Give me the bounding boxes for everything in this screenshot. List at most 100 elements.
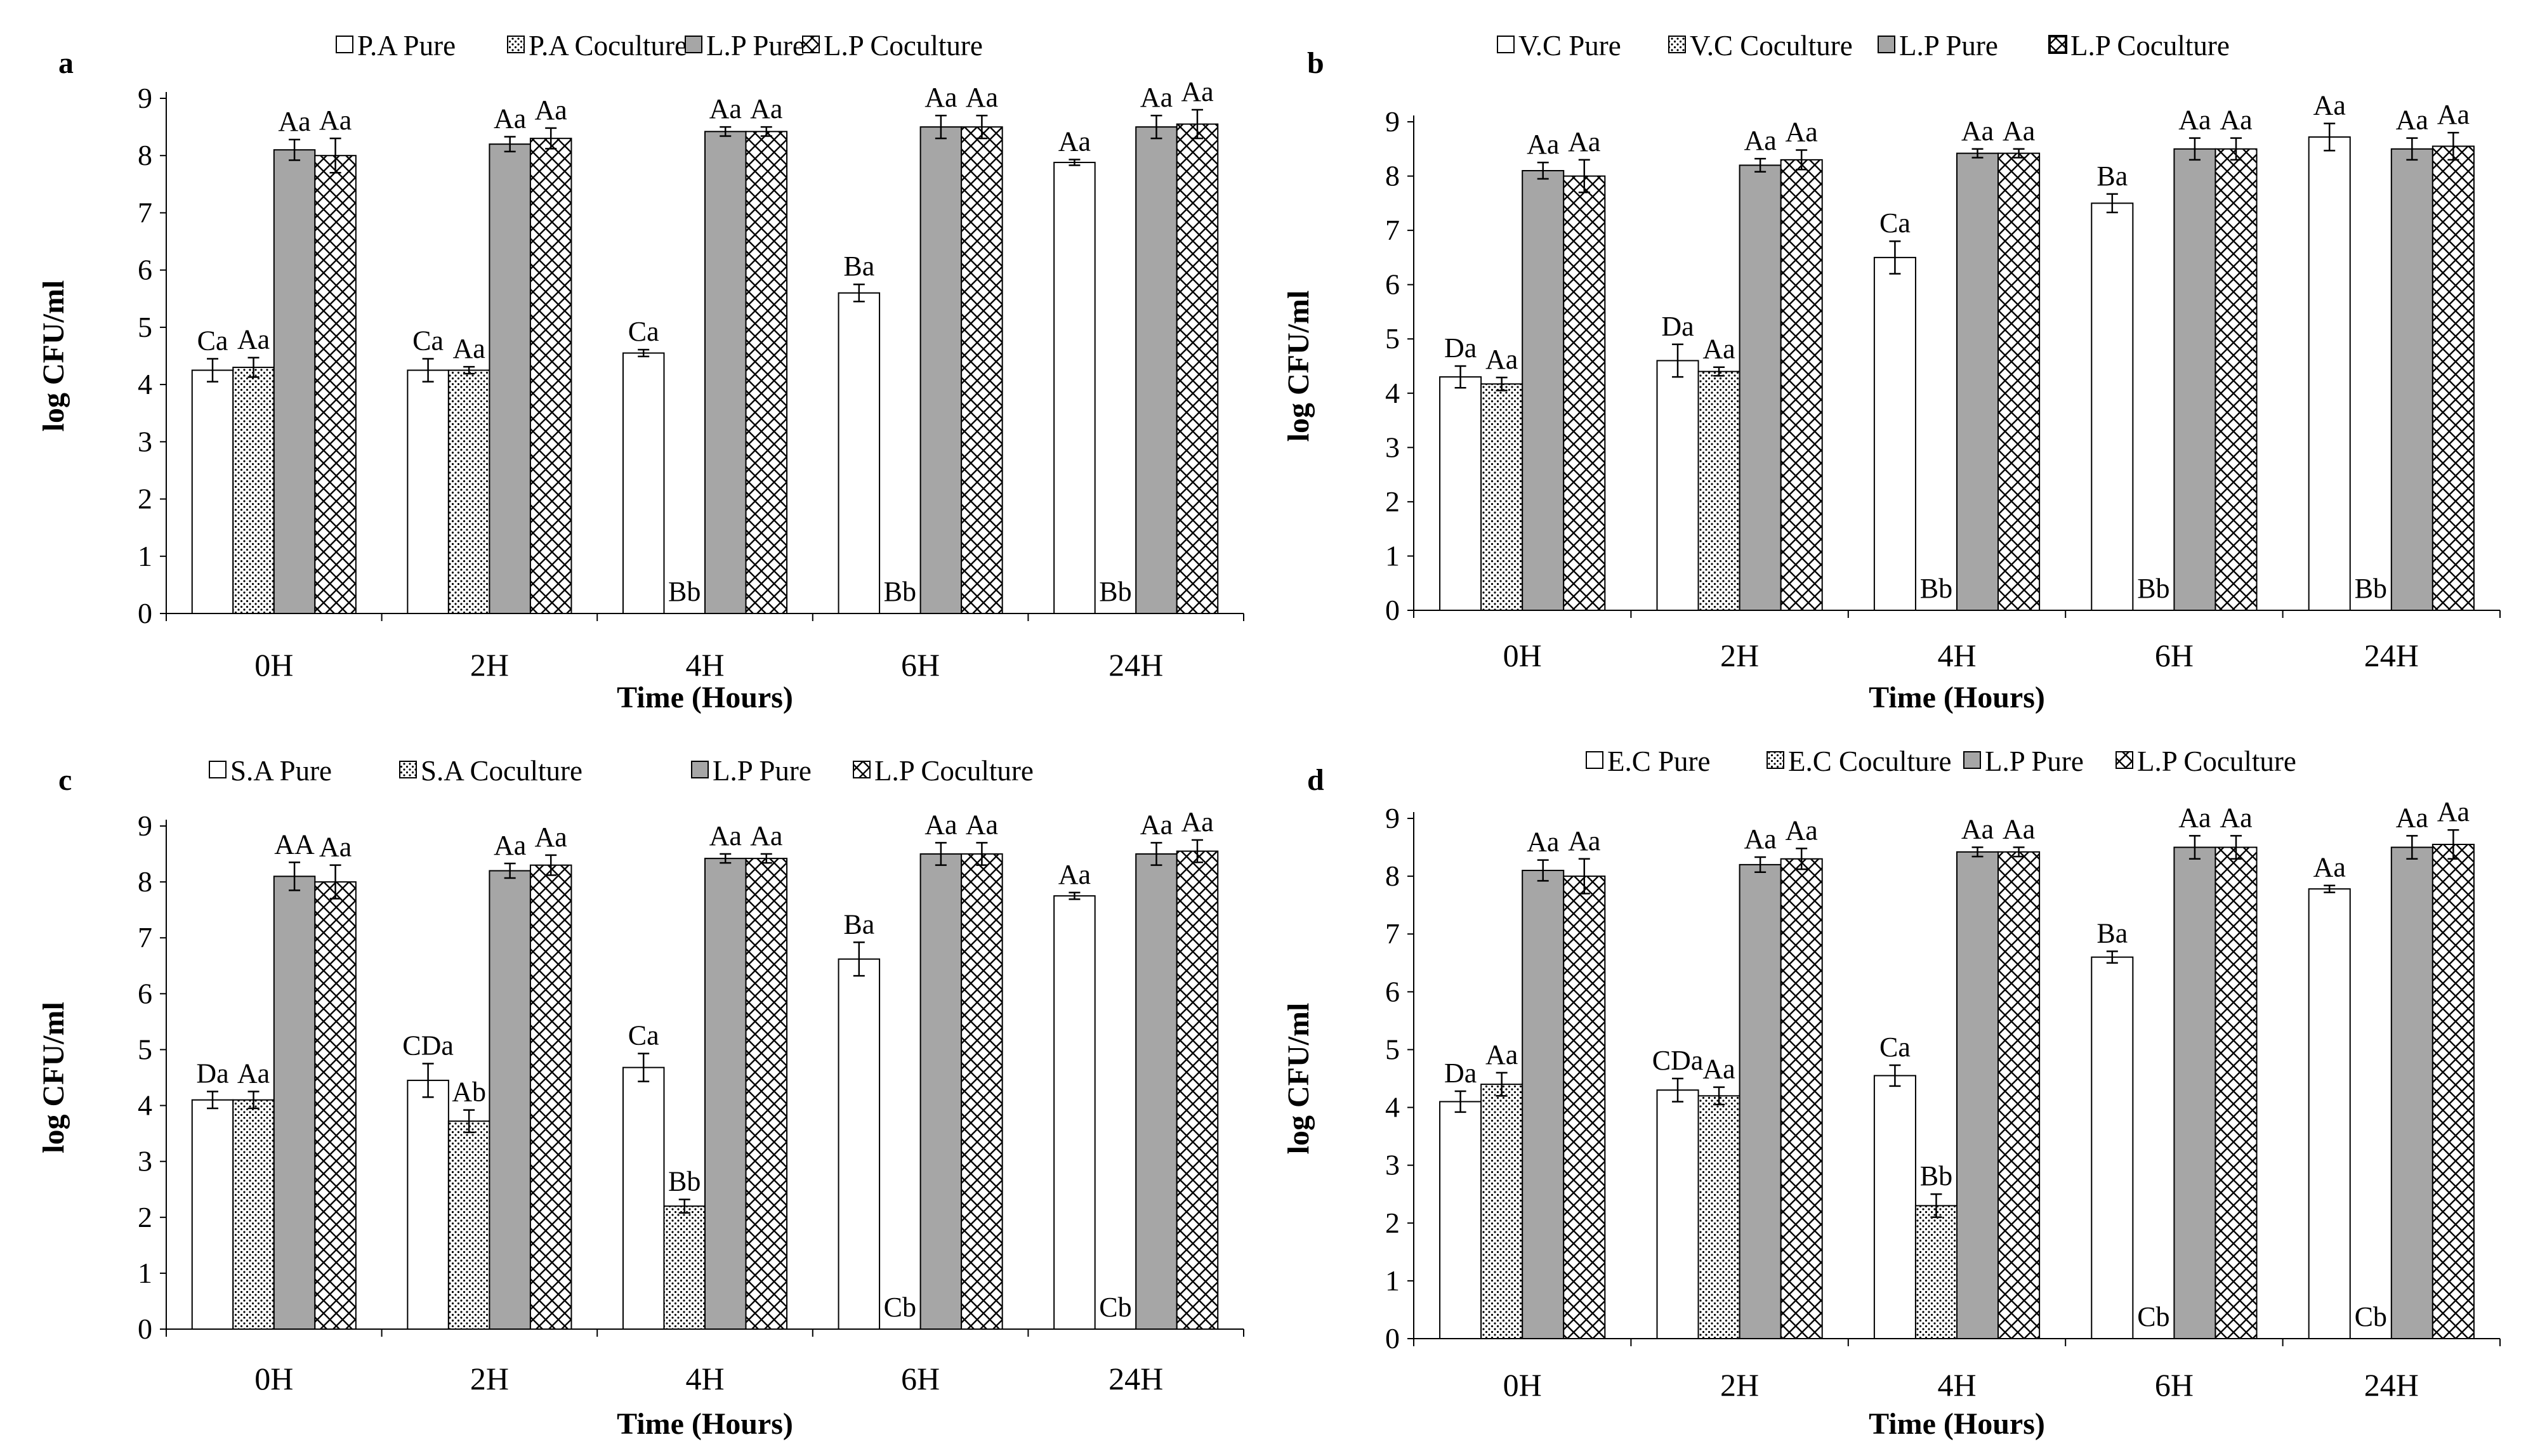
data-label: Aa xyxy=(750,820,782,851)
bar xyxy=(407,369,449,614)
bar xyxy=(1697,371,1740,611)
data-label: Ca xyxy=(628,1020,659,1051)
data-label: Aa xyxy=(2178,802,2211,833)
x-tick-label: 2H xyxy=(1720,638,1759,673)
data-label: Aa xyxy=(2437,796,2470,827)
data-label: Aa xyxy=(1058,126,1091,157)
bar xyxy=(1135,126,1178,615)
data-label: Aa xyxy=(319,832,352,863)
x-tick-label: 0H xyxy=(254,1361,293,1396)
data-label: Cb xyxy=(2355,1301,2387,1332)
bar xyxy=(1522,170,1565,611)
data-label: Aa xyxy=(1485,1039,1518,1070)
bar xyxy=(1656,360,1699,611)
x-tick-label: 4H xyxy=(685,1361,724,1396)
bar xyxy=(1697,1095,1740,1340)
data-label: Cb xyxy=(1099,1292,1131,1323)
y-tick-label: 5 xyxy=(138,311,152,343)
bar xyxy=(838,958,881,1330)
legend-label: L.P Coculture xyxy=(874,755,1034,787)
bar xyxy=(622,1066,665,1330)
data-label: Cb xyxy=(2137,1301,2169,1332)
bar xyxy=(1656,1089,1699,1339)
legend-label: V.C Pure xyxy=(1518,30,1621,62)
bar xyxy=(1053,162,1096,614)
legend-label: E.C Coculture xyxy=(1788,745,1951,777)
data-label: Aa xyxy=(1140,82,1173,113)
bar xyxy=(2214,846,2258,1339)
y-tick-label: 0 xyxy=(138,1313,152,1345)
y-tick-label: 6 xyxy=(1385,975,1400,1007)
legend-swatch-1 xyxy=(1668,36,1686,53)
legend-swatch-border-3 xyxy=(2048,35,2067,54)
data-label: Ba xyxy=(2096,161,2128,192)
bar xyxy=(663,1205,706,1330)
y-tick-label: 7 xyxy=(1385,917,1400,950)
bar xyxy=(1480,383,1523,611)
bar xyxy=(191,1099,234,1330)
y-tick-label: 9 xyxy=(1385,802,1400,834)
legend-swatch-0 xyxy=(209,761,227,778)
data-label: Bb xyxy=(1920,1160,1952,1191)
bar xyxy=(1914,1205,1958,1340)
data-label: Aa xyxy=(925,809,957,840)
bar xyxy=(838,292,881,614)
data-label: Aa xyxy=(237,324,270,355)
x-tick-label: 4H xyxy=(1937,638,1976,673)
legend-label: S.A Coculture xyxy=(421,755,582,787)
y-tick-label: 1 xyxy=(1385,1264,1400,1297)
legend-label: V.C Coculture xyxy=(1690,30,1853,62)
data-label: Ab xyxy=(452,1077,486,1108)
bar xyxy=(622,352,665,614)
data-label: Da xyxy=(196,1058,228,1089)
y-tick-label: 9 xyxy=(138,82,152,114)
data-label: Aa xyxy=(750,93,782,124)
panel-letter: a xyxy=(58,46,74,80)
data-label: Aa xyxy=(925,82,957,113)
bars: Da Aa Aa Aa Da Aa Aa Aa Ca Bb Aa Aa Ba Bb Aa Aa Aa Bb Aa Aa xyxy=(1439,90,2475,612)
bar xyxy=(1997,152,2041,612)
bar xyxy=(1563,175,1606,611)
data-label: Aa xyxy=(1702,334,1735,365)
bar xyxy=(447,1120,490,1330)
legend-swatch-0 xyxy=(1586,751,1603,769)
legend-swatch-3 xyxy=(802,36,820,53)
legend-swatch-0 xyxy=(336,36,353,53)
x-axis-title: Time (Hours) xyxy=(617,681,793,714)
legend-label: L.P Coculture xyxy=(2137,745,2296,777)
y-tick-label: 4 xyxy=(138,1089,152,1122)
legend-swatch-2 xyxy=(685,36,702,53)
data-label: Aa xyxy=(535,95,567,126)
chart-panel-b: b V.C Pure V.C Coculture L.P Pure L.P Cocult… xyxy=(1282,30,2501,714)
bar xyxy=(2308,888,2351,1339)
y-tick-label: 2 xyxy=(1385,1207,1400,1239)
bar xyxy=(1956,851,1999,1340)
y-tick-label: 9 xyxy=(138,810,152,842)
x-tick-label: 2H xyxy=(1720,1367,1759,1403)
legend-swatch-1 xyxy=(1767,751,1784,769)
data-label: Ca xyxy=(412,325,444,357)
legend: S.A Pure S.A Coculture L.P Pure L.P Cocultu… xyxy=(209,755,1034,787)
data-label: Aa xyxy=(2396,802,2428,833)
data-label: Aa xyxy=(966,82,998,113)
bar xyxy=(704,858,747,1330)
legend-label: L.P Coculture xyxy=(824,30,983,62)
data-label: CDa xyxy=(402,1030,454,1061)
y-axis-title: log CFU/ml xyxy=(37,1002,70,1153)
x-tick-label: 4H xyxy=(1937,1367,1976,1403)
bar xyxy=(961,853,1003,1330)
bar xyxy=(447,369,490,614)
bar xyxy=(745,131,788,614)
y-tick-label: 5 xyxy=(138,1033,152,1065)
data-label: Aa xyxy=(452,333,485,364)
legend-label: L.P Pure xyxy=(1985,745,2084,777)
legend-label: L.P Pure xyxy=(713,755,812,787)
data-label: Bb xyxy=(2355,573,2387,604)
legend: E.C Pure E.C Coculture L.P Pure L.P Cocultu… xyxy=(1586,745,2296,777)
x-axis-title: Time (Hours) xyxy=(1869,681,2045,714)
data-label: Aa xyxy=(709,93,742,124)
data-label: Cb xyxy=(884,1292,916,1323)
legend-label: P.A Pure xyxy=(357,30,456,62)
data-label: Aa xyxy=(1485,344,1518,375)
bar xyxy=(191,369,234,614)
